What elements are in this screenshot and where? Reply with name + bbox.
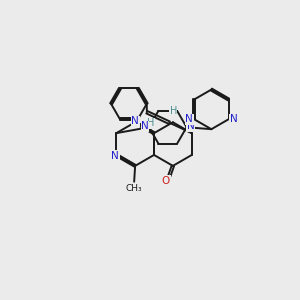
Text: N: N (131, 116, 139, 126)
Text: N: N (187, 121, 194, 131)
Text: N: N (230, 114, 237, 124)
Text: CH₃: CH₃ (126, 184, 142, 193)
Text: O: O (162, 176, 170, 186)
Text: CH₃: CH₃ (126, 184, 142, 193)
Text: N: N (230, 114, 237, 124)
Text: N: N (141, 121, 149, 131)
Text: H: H (147, 118, 154, 128)
Text: H: H (169, 106, 177, 116)
Text: N: N (185, 114, 193, 124)
Text: N: N (131, 116, 139, 126)
Text: N: N (185, 114, 193, 124)
Text: N: N (111, 151, 119, 161)
Text: N: N (141, 121, 149, 131)
Text: N: N (187, 121, 194, 131)
Text: O: O (162, 176, 170, 186)
Text: N: N (111, 151, 119, 161)
Text: H: H (147, 118, 154, 128)
Text: H: H (169, 106, 177, 116)
